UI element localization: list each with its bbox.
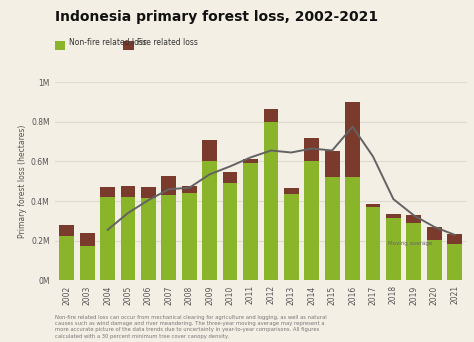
Bar — [223, 183, 237, 280]
Text: Non-fire related loss: Non-fire related loss — [69, 38, 146, 47]
Bar — [80, 246, 94, 280]
Bar — [100, 197, 115, 280]
Bar — [447, 244, 462, 280]
Bar — [264, 109, 278, 122]
Bar — [59, 236, 74, 280]
Bar — [182, 186, 197, 193]
Bar — [345, 177, 360, 280]
Text: Fire related loss: Fire related loss — [137, 38, 198, 47]
Bar — [386, 214, 401, 218]
Bar — [121, 186, 136, 197]
Bar — [162, 195, 176, 280]
Text: Indonesia primary forest loss, 2002-2021: Indonesia primary forest loss, 2002-2021 — [55, 10, 378, 24]
Bar — [264, 122, 278, 280]
Y-axis label: Primary forest loss (hectares): Primary forest loss (hectares) — [18, 124, 27, 238]
Bar — [304, 137, 319, 161]
Bar — [386, 218, 401, 280]
Bar — [223, 172, 237, 183]
Text: Moving average: Moving average — [388, 241, 432, 246]
Bar — [447, 234, 462, 244]
Bar — [365, 207, 380, 280]
Bar — [325, 177, 339, 280]
Bar — [345, 102, 360, 177]
Bar — [365, 204, 380, 207]
Bar — [80, 233, 94, 246]
Bar — [325, 150, 339, 177]
Bar — [243, 159, 258, 163]
Bar — [284, 194, 299, 280]
Bar — [123, 41, 134, 50]
Bar — [141, 198, 156, 280]
Bar — [202, 161, 217, 280]
Bar — [55, 41, 65, 50]
Bar — [427, 240, 442, 280]
Bar — [141, 187, 156, 198]
Bar — [121, 197, 136, 280]
Bar — [243, 163, 258, 280]
Bar — [59, 225, 74, 236]
Bar — [304, 161, 319, 280]
Bar — [407, 215, 421, 223]
Bar — [427, 227, 442, 240]
Bar — [100, 187, 115, 197]
Bar — [202, 140, 217, 161]
Bar — [284, 188, 299, 194]
Bar — [162, 176, 176, 195]
Bar — [182, 193, 197, 280]
Text: Non-fire related loss can occur from mechanical clearing for agriculture and log: Non-fire related loss can occur from mec… — [55, 315, 326, 339]
Bar — [407, 223, 421, 280]
